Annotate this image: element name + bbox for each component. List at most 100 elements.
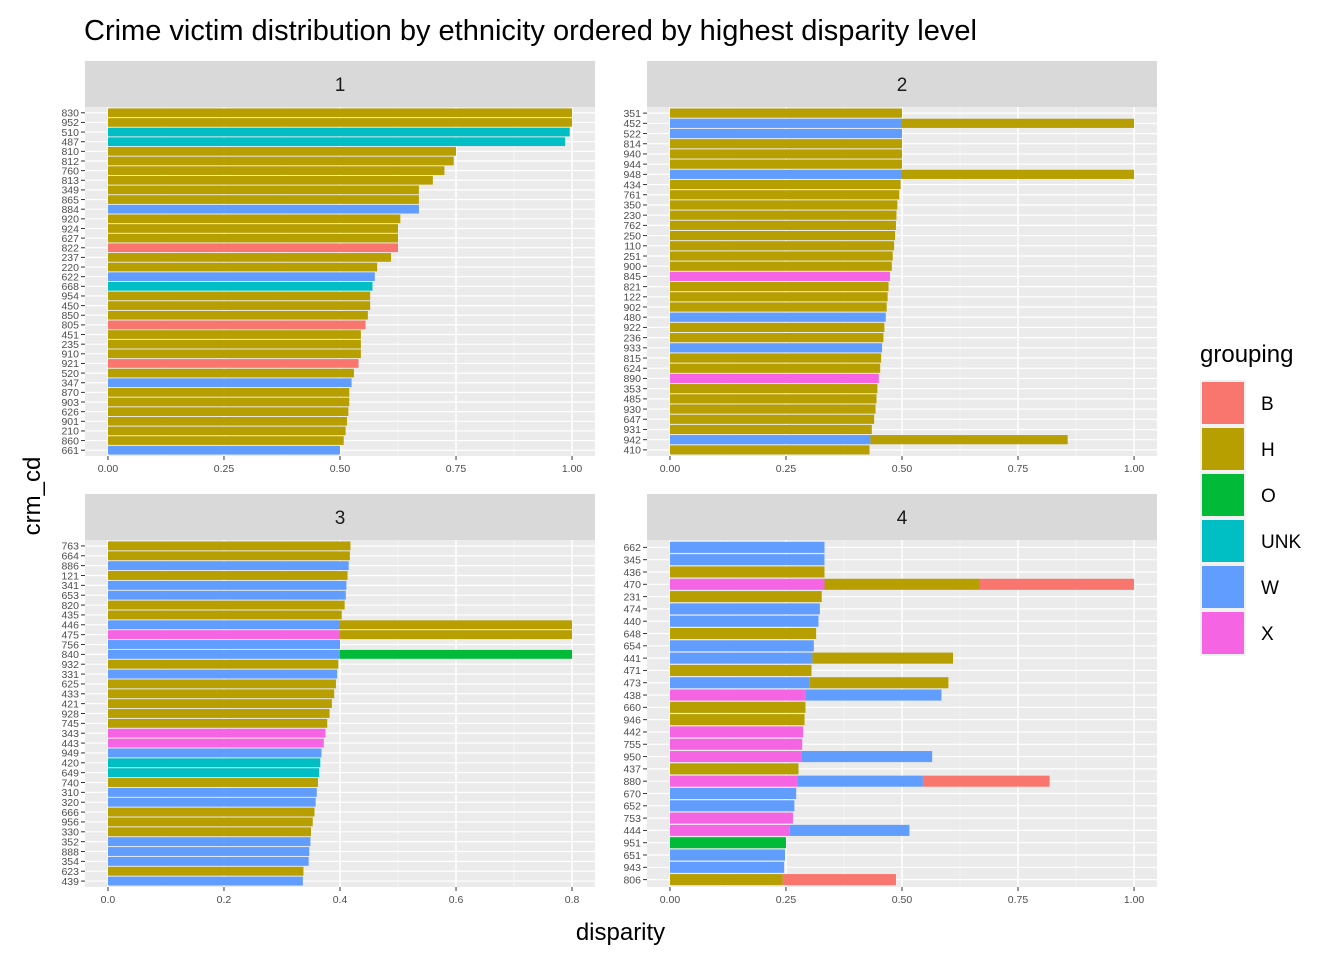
bar-821-H: [669, 282, 889, 292]
bar-450-H: [107, 301, 371, 310]
bar-473-W: [669, 677, 810, 689]
bar-850-H: [107, 310, 368, 320]
bar-950-W: [801, 751, 933, 763]
y-tick-label: 235: [61, 339, 79, 351]
y-tick-label: 421: [61, 698, 79, 710]
y-tick-label: 921: [61, 358, 79, 370]
y-tick-label: 475: [61, 629, 79, 641]
bar-623-H: [107, 866, 304, 876]
bar-740-H: [107, 778, 318, 787]
bar-330-H: [107, 827, 311, 837]
bar-890-X: [669, 373, 879, 384]
legend-label-O: O: [1261, 486, 1276, 507]
bar-652-W: [669, 800, 795, 812]
bar-880-X: [669, 775, 798, 787]
bar-753-X: [669, 812, 793, 824]
bar-948-H: [902, 169, 1135, 179]
bar-922-H: [669, 322, 885, 333]
bar-443-X: [107, 738, 324, 748]
y-tick-label: 755: [623, 739, 641, 751]
x-tick-label: 0.25: [214, 463, 235, 475]
bar-310-W: [107, 787, 317, 797]
bar-822-B: [107, 243, 399, 253]
y-tick-label: 443: [61, 738, 79, 750]
bar-763-H: [107, 541, 351, 551]
bar-220-H: [107, 262, 378, 272]
bar-121-H: [107, 571, 348, 580]
y-tick-label: 237: [61, 252, 79, 264]
bar-442-X: [669, 726, 804, 738]
bar-661-W: [107, 445, 340, 455]
y-tick-label: 653: [61, 590, 79, 602]
y-tick-label: 622: [61, 271, 79, 283]
y-tick-label: 350: [623, 200, 641, 212]
bar-470-X: [669, 578, 825, 590]
facet-strip: [647, 494, 1157, 540]
y-tick-label: 480: [623, 312, 641, 324]
y-tick-label: 948: [623, 169, 641, 181]
bar-954-H: [107, 291, 371, 301]
y-tick-label: 820: [61, 600, 79, 612]
legend-key-H: [1202, 428, 1244, 470]
y-tick-label: 341: [61, 580, 79, 592]
y-tick-label: 625: [61, 679, 79, 691]
bar-932-H: [107, 659, 339, 669]
y-tick-label: 902: [623, 302, 641, 314]
bar-910-H: [107, 349, 361, 359]
bar-951-O: [669, 837, 786, 849]
y-tick-label: 865: [61, 194, 79, 206]
bar-331-W: [107, 669, 338, 679]
bar-230-H: [669, 210, 897, 220]
y-tick-label: 922: [623, 322, 641, 334]
bar-625-H: [107, 679, 336, 689]
y-tick-label: 487: [61, 136, 79, 148]
y-tick-label: 441: [623, 653, 641, 665]
bar-648-H: [669, 627, 817, 640]
y-tick-label: 740: [61, 777, 79, 789]
y-tick-label: 813: [61, 175, 79, 187]
y-tick-label: 860: [61, 435, 79, 447]
x-tick-label: 0.2: [217, 894, 232, 906]
x-tick-label: 0.8: [565, 894, 580, 906]
bar-860-H: [107, 436, 344, 445]
bar-345-W: [669, 554, 825, 566]
y-tick-label: 951: [623, 837, 641, 849]
y-tick-label: 437: [623, 764, 641, 776]
y-tick-label: 814: [623, 139, 641, 151]
bar-441-H: [812, 652, 954, 664]
y-tick-label: 956: [61, 817, 79, 829]
bar-520-H: [107, 368, 354, 378]
bar-840-O: [340, 649, 573, 659]
bar-940-H: [669, 149, 902, 159]
x-tick-label: 0.25: [776, 894, 797, 906]
x-tick-label: 1.00: [1124, 894, 1145, 906]
y-tick-label: 510: [61, 127, 79, 139]
y-tick-label: 624: [623, 363, 641, 375]
y-tick-label: 940: [623, 149, 641, 161]
bar-439-W: [107, 876, 303, 886]
bar-421-H: [107, 699, 332, 709]
y-tick-label: 626: [61, 406, 79, 418]
y-tick-label: 928: [61, 708, 79, 720]
bar-444-W: [789, 824, 910, 836]
bar-236-H: [669, 333, 884, 343]
y-tick-label: 880: [623, 776, 641, 788]
y-tick-label: 485: [623, 394, 641, 406]
y-tick-label: 451: [61, 329, 79, 341]
y-tick-label: 121: [61, 570, 79, 582]
bar-441-W: [669, 652, 813, 664]
y-tick-label: 670: [623, 788, 641, 800]
x-tick-label: 0.0: [101, 894, 116, 906]
bar-438-X: [669, 689, 806, 701]
bar-510-UNK: [107, 127, 570, 137]
bar-436-H: [669, 566, 825, 578]
bar-901-H: [107, 416, 347, 426]
y-tick-label: 806: [623, 874, 641, 886]
bar-352-W: [107, 837, 311, 847]
y-tick-label: 522: [623, 128, 641, 140]
bar-410-H: [669, 445, 870, 455]
y-tick-label: 931: [623, 424, 641, 436]
bar-921-B: [107, 359, 359, 368]
y-tick-label: 812: [61, 156, 79, 168]
bar-433-H: [107, 689, 335, 699]
